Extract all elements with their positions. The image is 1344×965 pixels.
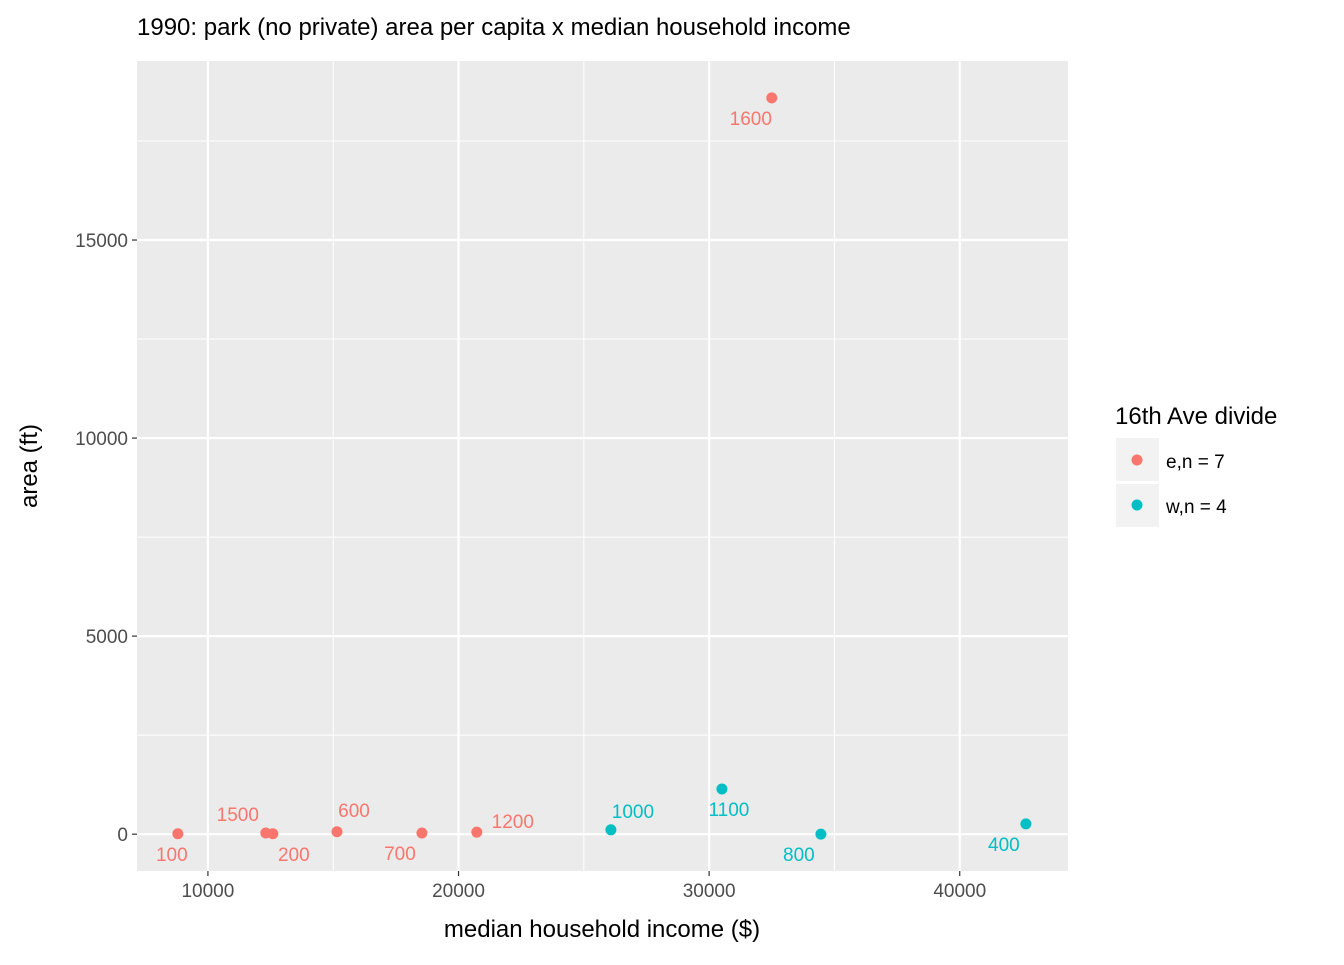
plot-panel <box>137 61 1068 871</box>
data-point <box>172 828 184 840</box>
data-point <box>605 824 617 836</box>
point-label: 200 <box>278 845 310 866</box>
point-label: 600 <box>338 801 370 822</box>
point-label: 1500 <box>217 805 259 826</box>
chart-title: 1990: park (no private) area per capita … <box>137 14 851 41</box>
legend-label-w: w,n = 4 <box>1165 497 1227 518</box>
y-tick-label: 10000 <box>75 429 128 450</box>
point-label: 1200 <box>492 812 534 833</box>
data-point <box>716 783 728 795</box>
grid-lines <box>137 61 1068 871</box>
legend-key-e <box>1131 454 1143 466</box>
y-tick-label: 0 <box>117 825 128 846</box>
data-point <box>766 92 778 104</box>
data-point <box>815 828 827 840</box>
y-tick-label: 5000 <box>86 627 128 648</box>
data-point <box>331 826 343 838</box>
point-label: 1600 <box>730 109 772 130</box>
axes: 10000 20000 30000 40000 0 5000 10000 15000 <box>75 231 986 902</box>
legend-label-e: e,n = 7 <box>1166 452 1225 473</box>
y-axis-label: area (ft) <box>16 424 43 508</box>
data-points: 100 1500 200 600 700 1200 1600 1000 1100 800 400 <box>156 92 1032 866</box>
x-tick-label: 40000 <box>933 881 986 902</box>
x-tick-label: 10000 <box>181 881 234 902</box>
point-label: 700 <box>384 844 416 865</box>
legend-key-w <box>1131 499 1143 511</box>
data-point <box>471 826 483 838</box>
data-point <box>416 827 428 839</box>
point-label: 800 <box>783 845 815 866</box>
y-tick-label: 15000 <box>75 231 128 252</box>
x-axis-label: median household income ($) <box>444 916 760 943</box>
x-tick-label: 30000 <box>683 881 736 902</box>
point-label: 1000 <box>612 802 654 823</box>
data-point <box>267 828 279 840</box>
legend-title: 16th Ave divide <box>1115 403 1277 430</box>
point-label: 400 <box>988 835 1020 856</box>
legend: 16th Ave divide e,n = 7 w,n = 4 <box>1115 403 1277 527</box>
x-tick-label: 20000 <box>432 881 485 902</box>
point-label: 100 <box>156 845 188 866</box>
data-point <box>1020 818 1032 830</box>
point-label: 1100 <box>708 800 749 821</box>
